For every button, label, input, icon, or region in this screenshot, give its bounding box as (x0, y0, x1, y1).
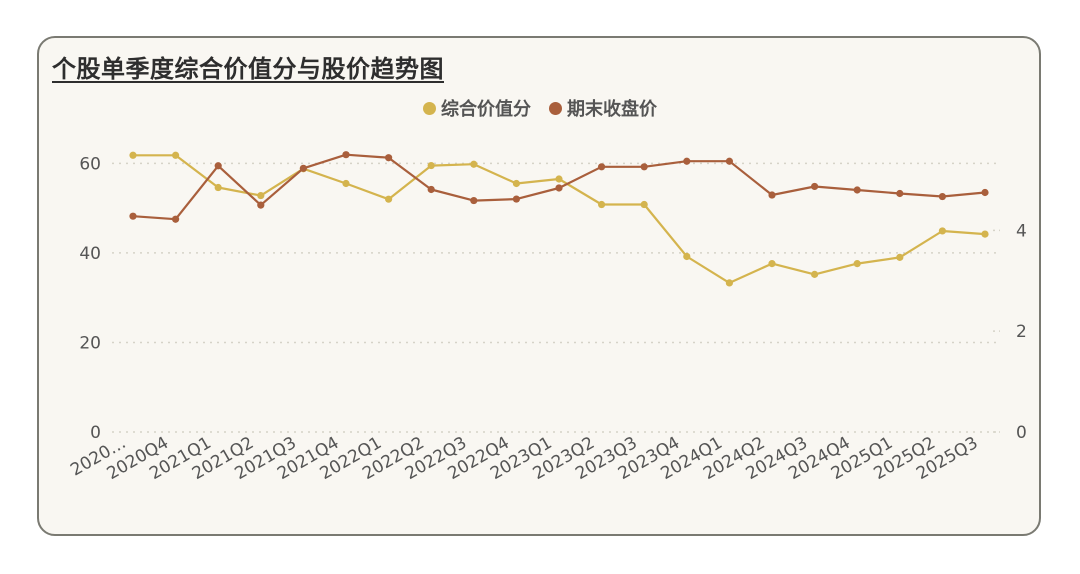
series-0-point (214, 183, 222, 192)
series-1-point (299, 164, 307, 172)
legend-label-close-price: 期末收盘价 (567, 99, 657, 120)
series-1-point (555, 184, 563, 192)
series-0-point (683, 252, 691, 261)
series-1-point (640, 163, 648, 171)
chart-title: 个股单季度综合价值分与股价趋势图 (52, 55, 444, 83)
series-0-point (598, 200, 606, 209)
series-1-point (683, 157, 691, 165)
y-right-tick-label: 4 (1016, 221, 1027, 241)
y-left-tick-label: 40 (79, 244, 101, 264)
series-0-point (938, 227, 947, 235)
series-0-point (257, 191, 265, 200)
series-0-point (725, 279, 734, 287)
legend-label-value-score: 综合价值分 (441, 99, 531, 120)
series-0-point (129, 151, 137, 159)
series-1-point (512, 195, 521, 203)
y-left-tick-label: 20 (79, 333, 101, 353)
legend-swatch-value-score (423, 101, 436, 115)
series-1-point (811, 182, 819, 191)
series-0-point (555, 175, 563, 183)
series-1-point (981, 188, 989, 197)
y-left-tick-label: 60 (79, 154, 101, 174)
series-1-point (214, 162, 222, 170)
series-1-point (768, 191, 776, 199)
legend-item-close-price[interactable]: 期末收盘价 (549, 95, 657, 121)
series-0-point (853, 260, 861, 268)
series-1-point (129, 212, 137, 220)
y-left-tick-label: 0 (90, 423, 101, 443)
series-0-point (896, 253, 904, 261)
chart-card (37, 36, 1041, 536)
legend: 综合价值分 期末收盘价 (0, 95, 1080, 121)
series-0-point (172, 151, 180, 159)
series-0-point (768, 260, 776, 268)
legend-swatch-close-price (549, 101, 562, 115)
series-0-point (470, 160, 478, 168)
legend-item-value-score[interactable]: 综合价值分 (423, 95, 531, 121)
series-1-point (725, 157, 734, 165)
series-1-point (257, 201, 265, 209)
series-1-point (172, 215, 180, 223)
series-0-point (342, 179, 350, 188)
series-1-point (342, 151, 350, 159)
y-right-tick-label: 0 (1016, 423, 1027, 443)
series-0-point (512, 179, 521, 188)
series-0-point (981, 230, 989, 238)
series-0-point (385, 195, 393, 203)
series-0-point (427, 161, 435, 170)
series-1-point (427, 185, 435, 194)
series-1-point (938, 192, 947, 201)
series-1-point (470, 196, 478, 205)
series-0-point (640, 200, 648, 209)
series-1-point (598, 163, 606, 171)
y-right-tick-label: 2 (1016, 322, 1027, 342)
series-1-point (896, 189, 904, 198)
series-0-point (811, 270, 819, 278)
series-1-point (385, 154, 393, 162)
series-1-point (853, 186, 861, 194)
